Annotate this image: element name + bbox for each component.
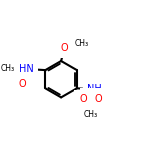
Text: O: O [95, 94, 102, 105]
Text: CH₃: CH₃ [84, 110, 98, 119]
Text: S: S [87, 94, 95, 105]
Text: O: O [61, 43, 68, 53]
Text: O: O [18, 79, 26, 89]
Text: CH₃: CH₃ [0, 64, 15, 73]
Text: O: O [79, 94, 87, 105]
Text: NH: NH [87, 84, 102, 94]
Text: CH₃: CH₃ [75, 39, 89, 48]
Text: HN: HN [19, 64, 33, 74]
